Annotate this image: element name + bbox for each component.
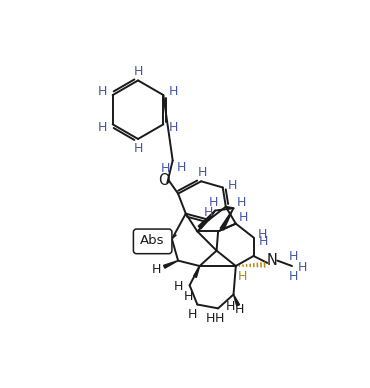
Text: H: H (152, 263, 161, 276)
Text: O: O (158, 173, 170, 188)
Text: H: H (133, 65, 143, 78)
Text: H: H (258, 228, 268, 241)
Polygon shape (198, 211, 215, 229)
Text: H: H (169, 121, 178, 134)
Text: H: H (298, 261, 307, 274)
Text: H: H (184, 289, 193, 303)
Text: H: H (259, 235, 268, 248)
Text: H: H (206, 312, 215, 325)
Text: H: H (227, 179, 237, 192)
Text: H: H (188, 308, 197, 321)
Text: H: H (237, 270, 247, 283)
Text: H: H (204, 206, 213, 218)
Text: H: H (98, 85, 107, 99)
Text: H: H (198, 166, 208, 178)
Text: H: H (236, 196, 246, 209)
Text: H: H (289, 249, 298, 263)
Text: H: H (239, 211, 248, 224)
Text: H: H (169, 85, 178, 99)
Polygon shape (164, 261, 178, 268)
Polygon shape (233, 294, 239, 306)
Text: H: H (289, 270, 298, 282)
Text: H: H (215, 312, 224, 325)
FancyBboxPatch shape (134, 229, 172, 254)
Text: H: H (177, 161, 186, 174)
Text: N: N (266, 253, 278, 268)
Text: H: H (157, 234, 166, 247)
Text: Abs: Abs (139, 234, 164, 247)
Text: H: H (209, 196, 218, 209)
Text: H: H (98, 121, 107, 134)
Text: H: H (160, 163, 170, 175)
Text: H: H (235, 303, 244, 316)
Text: H: H (133, 142, 143, 155)
Text: H: H (174, 280, 184, 293)
Text: H: H (226, 300, 235, 314)
Polygon shape (194, 266, 200, 277)
Polygon shape (220, 208, 233, 230)
